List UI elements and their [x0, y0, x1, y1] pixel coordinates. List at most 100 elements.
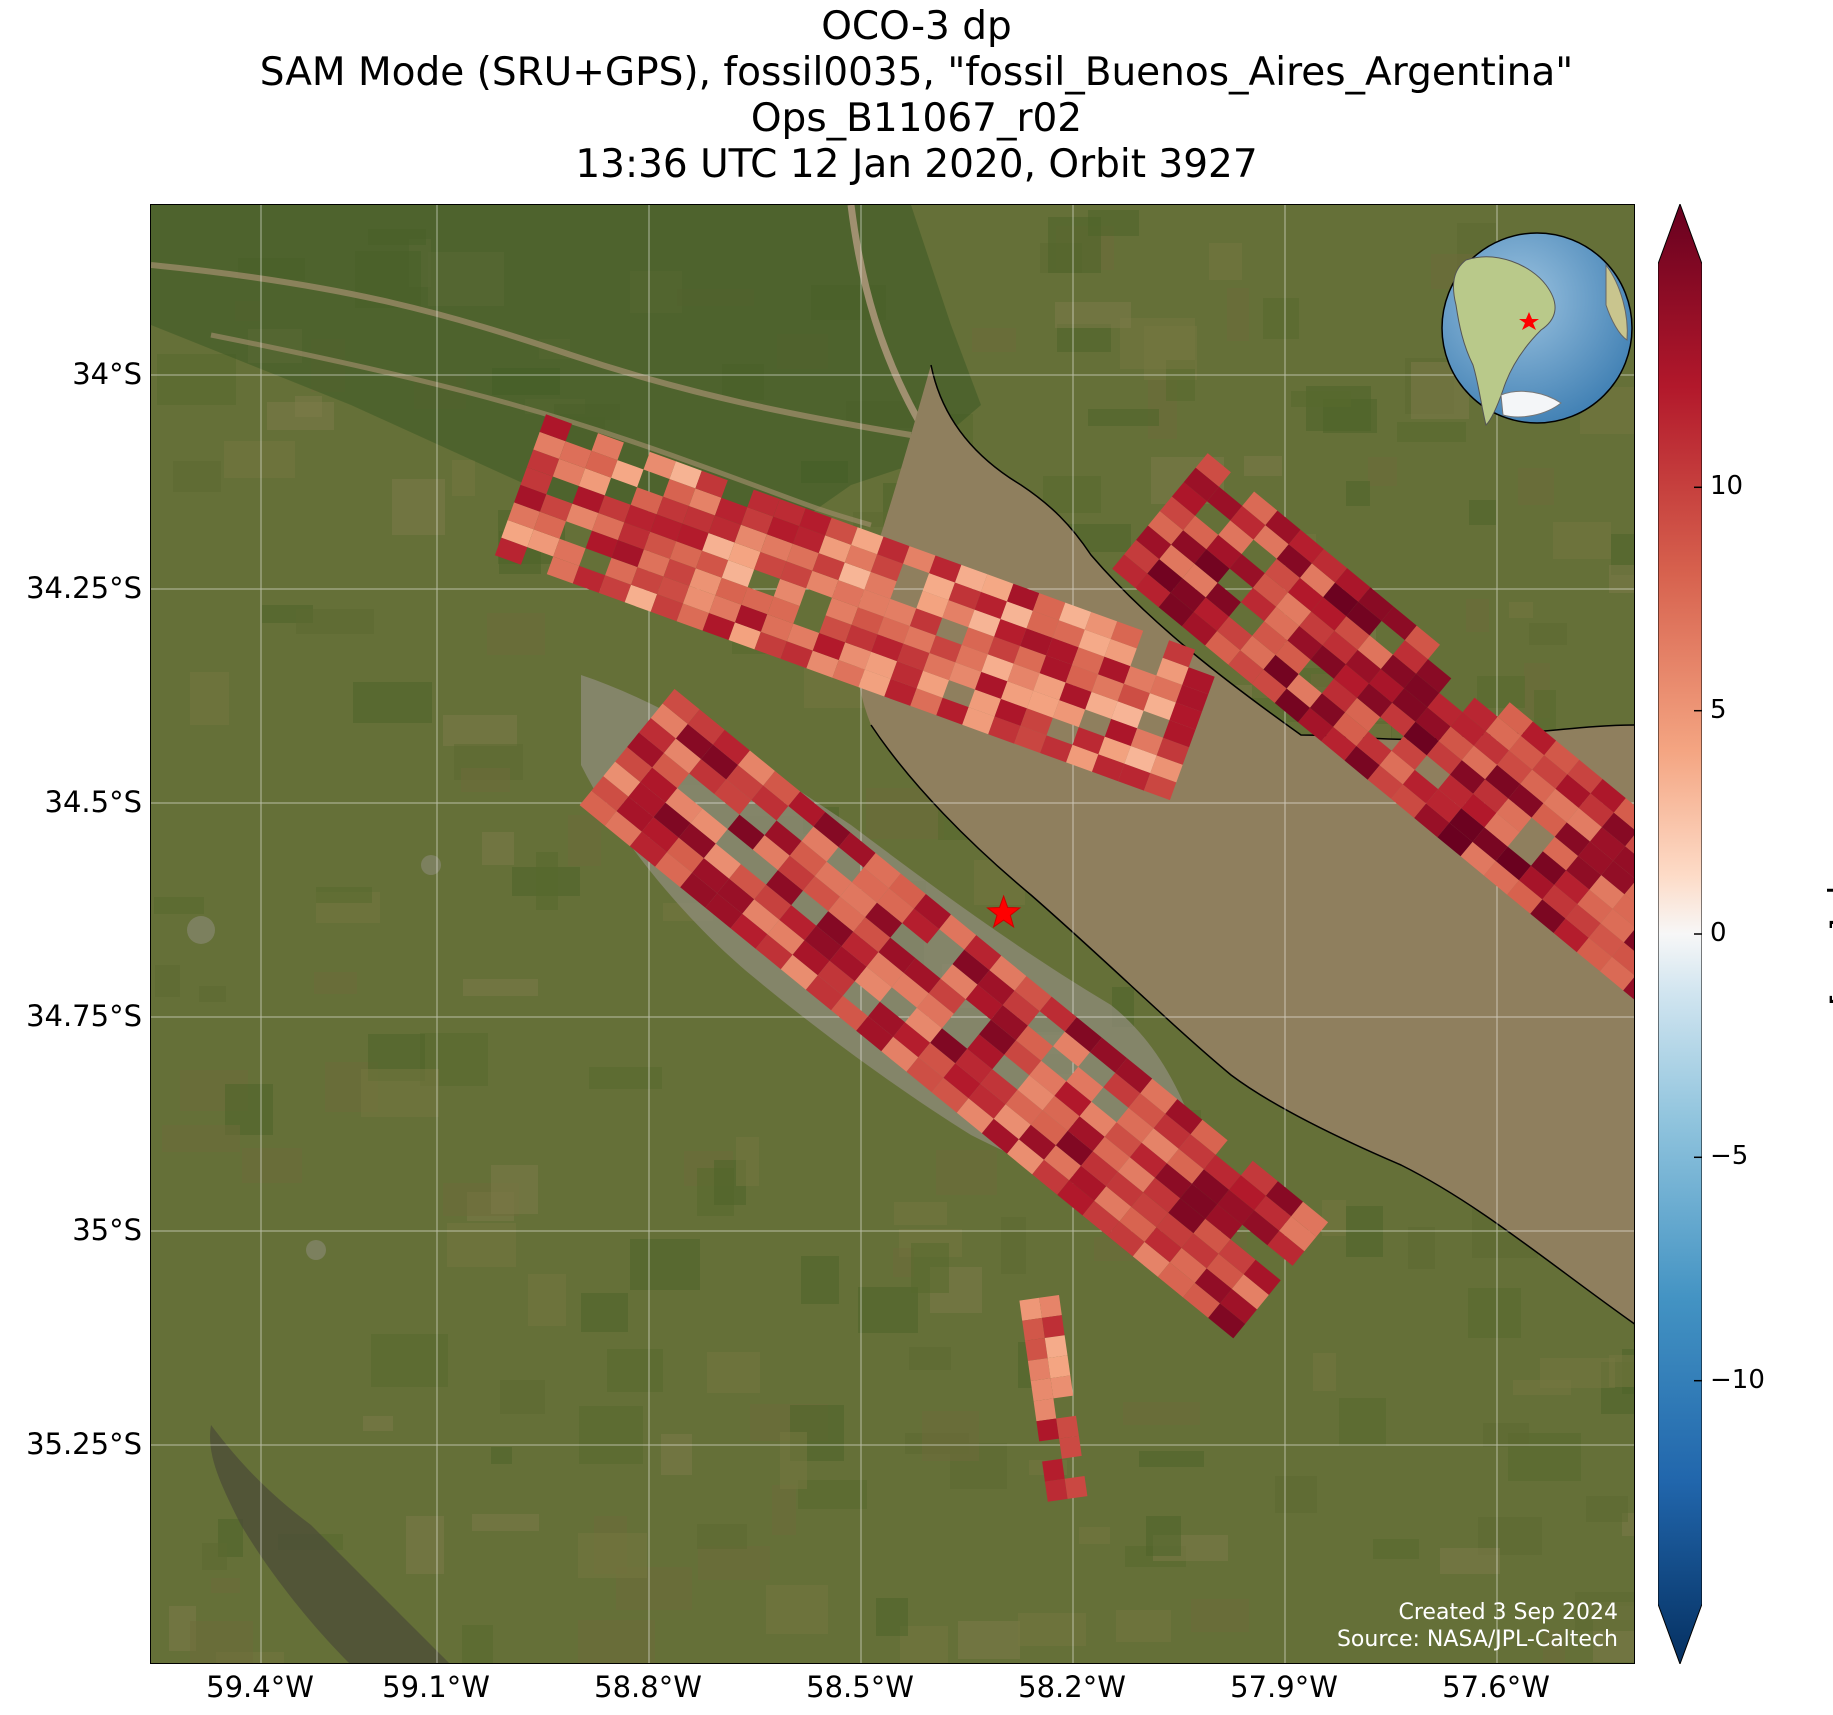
dp-cell [955, 1048, 993, 1084]
dp-cell [1124, 746, 1157, 773]
dp-cell [1578, 793, 1614, 828]
dp-cell [865, 902, 903, 938]
dp-cell [1381, 606, 1417, 641]
field-patch [1469, 500, 1496, 525]
source-credit: Source: NASA/JPL-Caltech [1336, 1627, 1618, 1652]
field-patch [162, 1125, 240, 1152]
dp-cell [1242, 1210, 1280, 1246]
field-patch [630, 1239, 700, 1290]
dp-cell [1322, 630, 1358, 665]
dp-cell [1335, 568, 1371, 602]
dp-cell [1190, 1119, 1228, 1155]
dp-cell [1311, 549, 1348, 583]
dp-cell [1170, 578, 1206, 612]
field-patch [1263, 298, 1299, 339]
dp-cell [1157, 1262, 1195, 1298]
field-patch [1397, 422, 1466, 442]
field-patch [1191, 1599, 1249, 1632]
dp-cell [962, 707, 995, 735]
field-patch [661, 1434, 692, 1475]
dp-cell [603, 761, 641, 797]
colorbar [1658, 204, 1702, 1664]
dp-cell [1392, 640, 1428, 674]
dp-cell [884, 678, 917, 706]
dp-cell [1532, 755, 1568, 789]
map-panel[interactable]: Created 3 Sep 2024 Source: NASA/JPL-Calt… [150, 204, 1635, 1664]
dp-cell [572, 565, 606, 593]
town-2 [421, 855, 441, 875]
dp-cell [652, 753, 690, 789]
dp-cell [1112, 554, 1148, 588]
dp-cell [1020, 708, 1053, 736]
colorbar-ticks [1694, 486, 1702, 1382]
dp-cell [923, 653, 956, 681]
dp-cell [1050, 1375, 1074, 1399]
dp-cell [617, 522, 651, 550]
dp-cell [527, 529, 560, 557]
dp-cell [1344, 746, 1380, 780]
dp-cell [1554, 822, 1590, 856]
dp-cell [804, 925, 842, 961]
dp-cell [689, 759, 727, 794]
delta-river-1 [151, 262, 912, 438]
field-patch [461, 768, 510, 792]
dp-cell [1427, 692, 1463, 727]
dp-cell [1240, 635, 1276, 670]
dp-cell [663, 558, 696, 586]
title-line-4: 13:36 UTC 12 Jan 2020, Orbit 3927 [575, 142, 1258, 187]
dp-cell [1032, 593, 1066, 621]
dp-cell [1027, 1358, 1051, 1381]
dp-cell [1323, 582, 1359, 617]
dp-cell [981, 574, 1014, 602]
dp-cell [692, 858, 730, 894]
dp-cell [1018, 1124, 1056, 1160]
dp-cell [1156, 657, 1189, 685]
dp-cell [1229, 1175, 1266, 1211]
dp-cell [965, 984, 1003, 1020]
dp-cell [1159, 544, 1195, 579]
dp-cell [930, 1028, 968, 1064]
dp-cell [1520, 721, 1557, 756]
dp-cell [669, 541, 703, 569]
field-patch [1088, 409, 1159, 426]
dp-cell [799, 508, 832, 536]
dp-cell [1000, 601, 1033, 629]
dp-cell [1059, 682, 1092, 710]
dp-cell [1064, 1017, 1102, 1053]
dp-cell [929, 635, 962, 663]
colorbar-label: dp [hPa] [1825, 864, 1833, 1006]
field-patch [314, 972, 357, 994]
dp-cell [806, 650, 839, 678]
dp-cell [1346, 601, 1382, 636]
field-patch [911, 1243, 949, 1293]
dp-cell [1321, 726, 1357, 761]
dp-cell [897, 643, 930, 671]
dp-cell [1404, 625, 1440, 660]
dp-cell [1039, 996, 1077, 1032]
dp-cell [1612, 942, 1634, 976]
dp-cell [592, 513, 625, 540]
dp-cell [630, 487, 664, 515]
dp-cell [663, 479, 696, 506]
dp-cell [1217, 616, 1253, 651]
dp-cell [981, 654, 1014, 682]
dp-cell [1026, 690, 1060, 718]
field-patch [922, 1411, 979, 1461]
dp-cell [1004, 1040, 1042, 1076]
field-patch [242, 1148, 302, 1183]
dp-cell [1543, 788, 1579, 823]
dp-cell [1057, 1180, 1095, 1216]
dp-cell [650, 594, 683, 622]
dp-cell [1046, 637, 1079, 665]
dp-cell [1149, 675, 1183, 703]
dp-cell [840, 882, 877, 918]
field-patch [1586, 1496, 1628, 1522]
dp-cell [994, 619, 1027, 646]
dp-cell [1171, 482, 1207, 516]
dp-cell [766, 516, 800, 544]
field-patch [190, 1621, 253, 1663]
dp-cell [851, 527, 884, 555]
dp-cell [825, 597, 858, 625]
field-patch [972, 328, 1016, 352]
dp-cell [1084, 612, 1118, 639]
